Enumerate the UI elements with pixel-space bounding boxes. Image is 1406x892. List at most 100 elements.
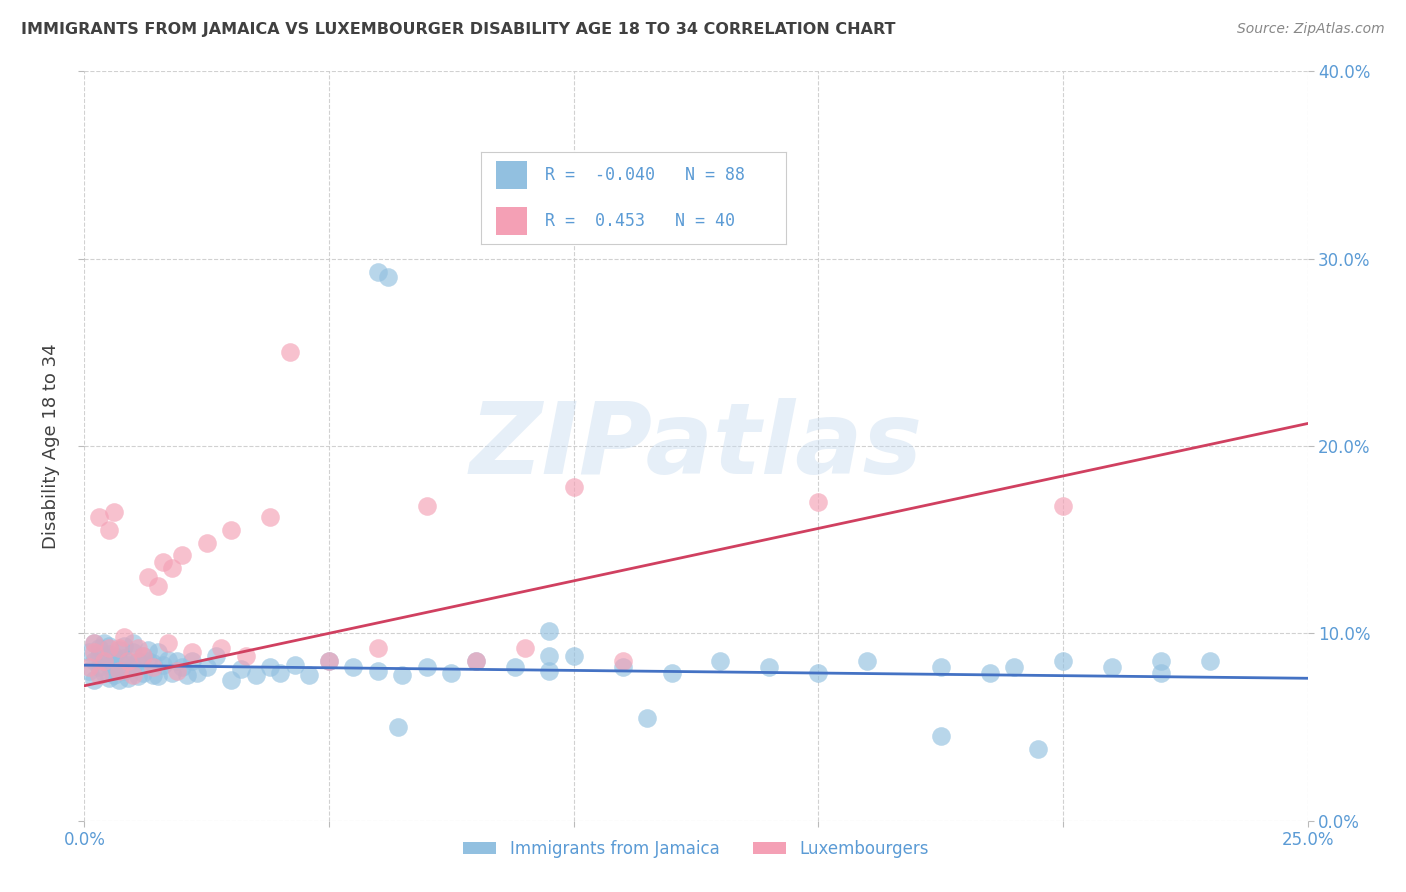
Point [278,345,301,359]
Point [127,655,149,669]
Point [538,624,561,639]
Point [298,667,321,681]
Point [440,665,463,680]
Point [503,660,526,674]
Point [112,640,135,654]
Point [132,665,155,680]
Point [77,664,100,678]
Point [1150,665,1173,680]
Point [856,655,879,669]
Point [83,673,105,688]
Point [391,667,413,681]
Point [219,673,242,688]
Point [1052,655,1074,669]
Point [1101,660,1123,674]
Point [107,655,129,669]
Text: R =  -0.040   N = 88: R = -0.040 N = 88 [546,166,745,184]
Text: R =  0.453   N = 40: R = 0.453 N = 40 [546,212,735,230]
Point [83,655,105,669]
Point [284,658,307,673]
Point [416,660,439,674]
Point [612,660,634,674]
Point [259,510,281,524]
Point [195,660,218,674]
Text: ZIPatlas: ZIPatlas [470,398,922,494]
Point [367,641,389,656]
Point [538,664,561,678]
Point [93,652,115,666]
Point [156,635,179,649]
Point [209,641,232,656]
Point [122,635,145,649]
Point [1002,660,1025,674]
Point [172,548,194,562]
Point [77,660,100,674]
Point [181,655,204,669]
Point [142,657,165,671]
Text: Source: ZipAtlas.com: Source: ZipAtlas.com [1237,22,1385,37]
Point [1052,499,1074,513]
Point [1198,655,1220,669]
Y-axis label: Disability Age 18 to 34: Disability Age 18 to 34 [42,343,60,549]
Point [83,635,105,649]
Point [127,641,149,656]
Point [758,660,780,674]
Point [87,510,110,524]
Point [122,645,145,659]
Point [87,660,110,674]
Point [195,536,218,550]
Point [172,660,194,674]
Point [162,561,184,575]
Point [117,658,139,673]
Point [83,645,105,659]
Point [464,655,486,669]
Point [146,645,169,659]
Point [87,667,110,681]
Point [103,505,125,519]
Point [103,648,125,663]
Point [562,648,585,663]
Point [661,665,683,680]
Point [1028,742,1050,756]
Point [929,730,952,744]
Point [929,660,952,674]
Bar [496,207,527,235]
Point [97,641,120,656]
Point [93,665,115,680]
Point [269,665,291,680]
Point [122,660,145,674]
Point [205,648,228,663]
Point [112,630,135,644]
Point [87,641,110,656]
Point [136,643,159,657]
Point [181,645,204,659]
Point [83,635,105,649]
Point [166,655,188,669]
Point [107,664,129,678]
Point [318,655,340,669]
Point [103,660,125,674]
Point [142,660,165,674]
Point [87,648,110,663]
Point [97,647,120,661]
Text: IMMIGRANTS FROM JAMAICA VS LUXEMBOURGER DISABILITY AGE 18 TO 34 CORRELATION CHAR: IMMIGRANTS FROM JAMAICA VS LUXEMBOURGER … [21,22,896,37]
Point [117,671,139,685]
Point [117,655,139,669]
Point [77,645,100,659]
Point [97,524,120,538]
Point [318,655,340,669]
Point [612,655,634,669]
Point [146,669,169,683]
Point [142,667,165,681]
Point [132,648,155,663]
Point [93,635,115,649]
Point [513,641,536,656]
Point [112,664,135,678]
Point [107,641,129,656]
Bar [496,161,527,189]
Point [107,673,129,688]
Point [136,655,159,669]
Point [387,720,409,734]
Point [219,524,242,538]
Point [538,648,561,663]
